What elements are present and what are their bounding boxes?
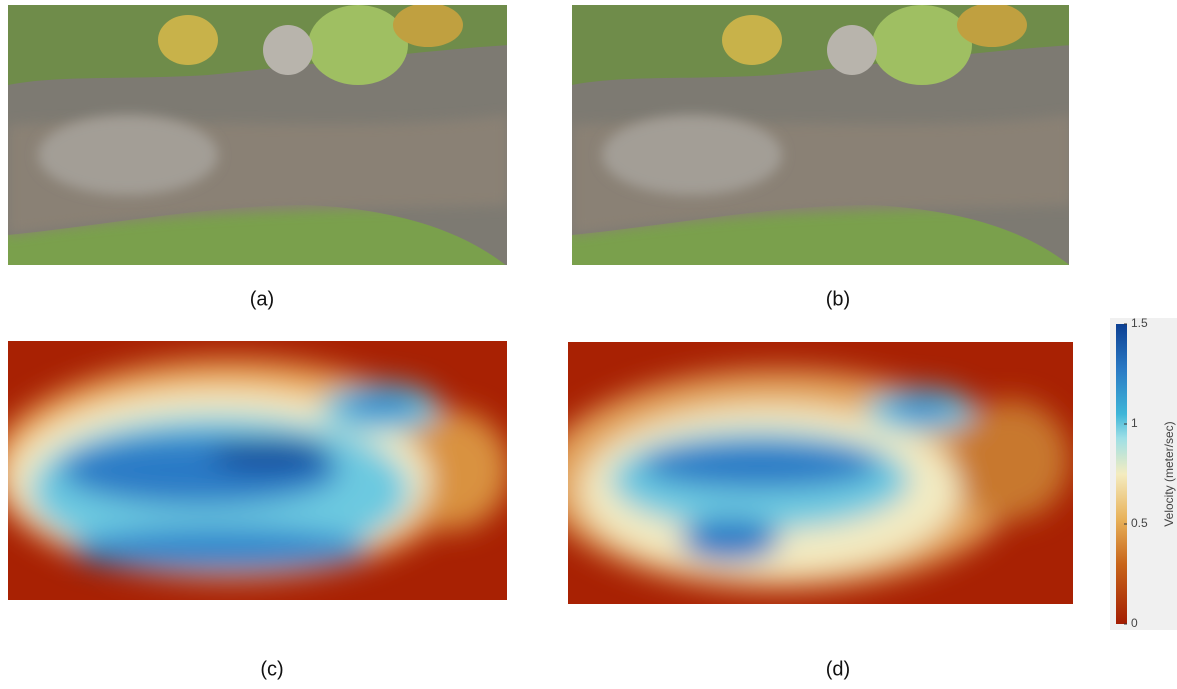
panel-label: (c) xyxy=(260,658,283,680)
figure: (a) (b) (c) (d) Velocity (meter/sec) 0 0.… xyxy=(0,0,1177,689)
heatmap-d xyxy=(540,342,1073,604)
heatmap-c xyxy=(0,341,510,600)
panel-label: (a) xyxy=(250,288,274,310)
tick-label: 1.5 xyxy=(1131,316,1148,330)
colorbar xyxy=(1116,324,1127,624)
colorbar-label: Velocity (meter/sec) xyxy=(1162,421,1176,526)
panel-label: (b) xyxy=(826,288,850,310)
tick-label: 1 xyxy=(1131,416,1138,430)
photo-b xyxy=(572,3,1072,267)
photo-a xyxy=(8,3,508,267)
panel-label: (d) xyxy=(826,658,850,680)
tick-label: 0 xyxy=(1131,616,1138,630)
tick-label: 0.5 xyxy=(1131,516,1148,530)
